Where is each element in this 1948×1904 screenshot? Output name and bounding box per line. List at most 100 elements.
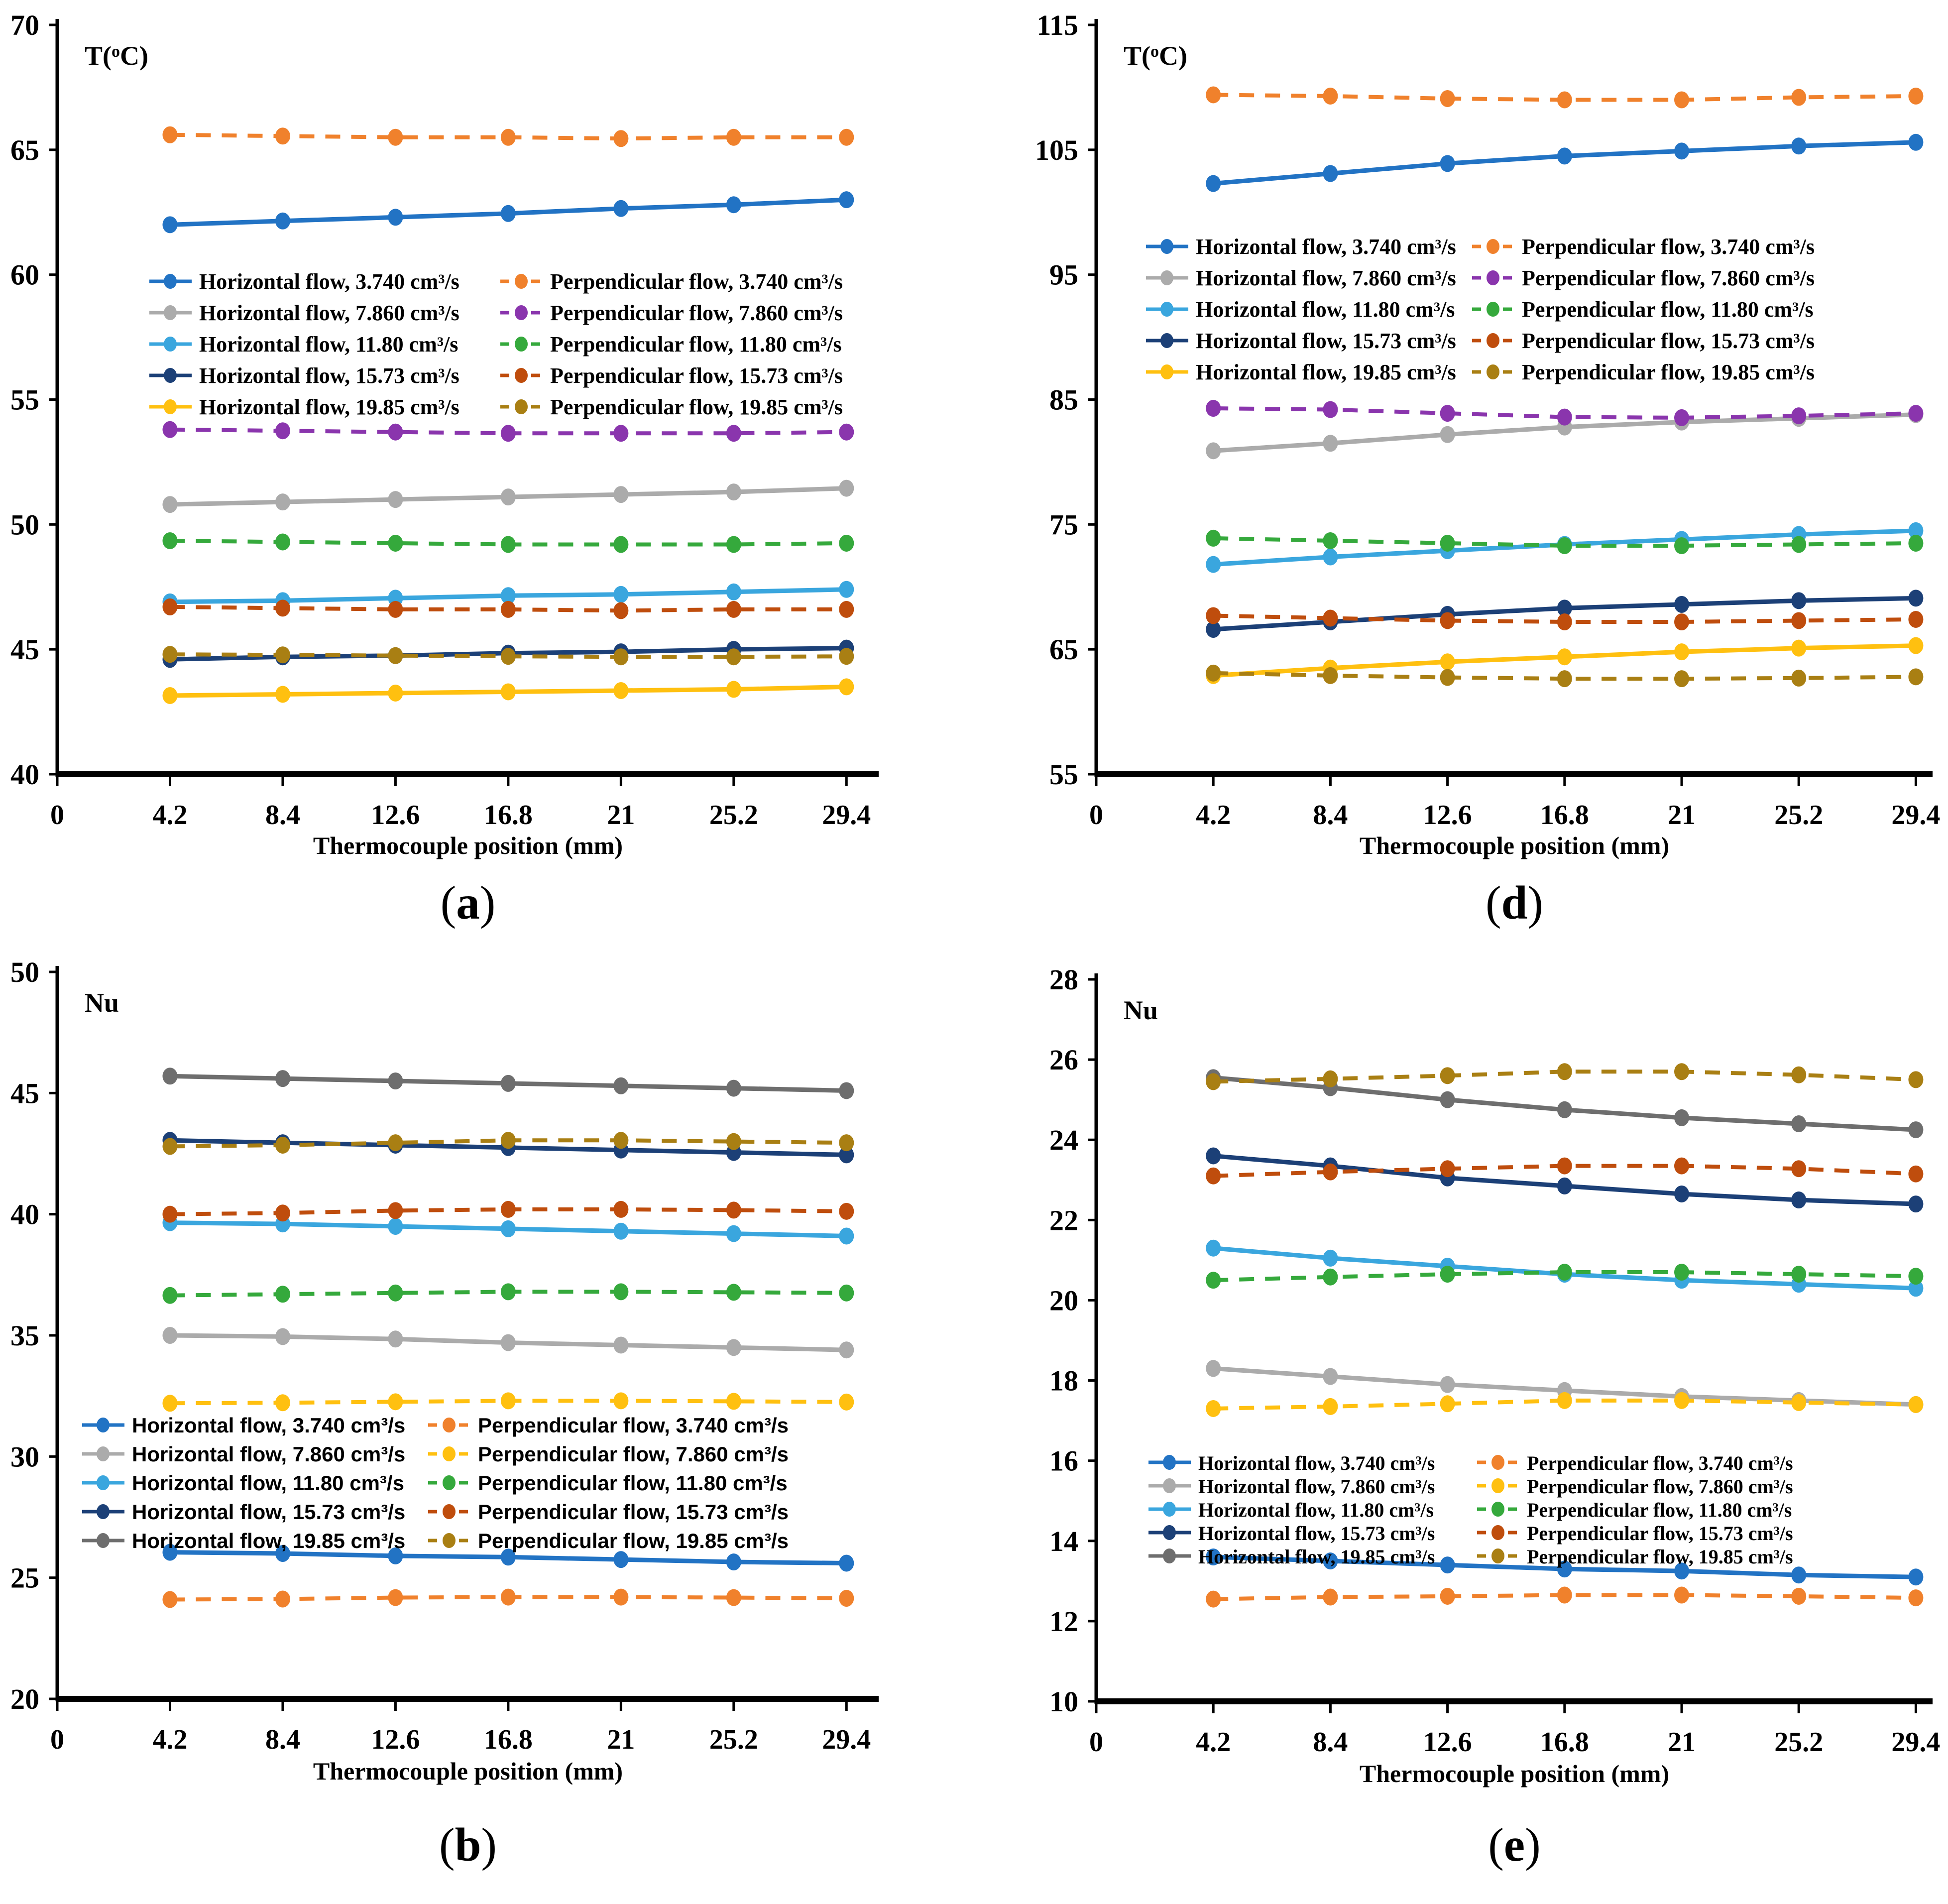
y-tick-label: 16 xyxy=(1049,1445,1078,1477)
legend-label: Horizontal flow, 19.85 cm³/s xyxy=(199,395,459,419)
data-point xyxy=(1323,1368,1338,1385)
data-point xyxy=(1791,1191,1807,1209)
data-point xyxy=(1791,612,1807,629)
data-point xyxy=(275,533,290,551)
data-point xyxy=(1557,1177,1572,1194)
data-point xyxy=(388,600,403,618)
y-tick-label: 55 xyxy=(10,384,39,416)
x-tick-label: 25.2 xyxy=(1774,1727,1823,1758)
axes: 10 12 14 16 18 20 22 24 26 28 0 4.2 8.4 12.6 16.8 21 25.… xyxy=(1049,963,1940,1758)
data-point xyxy=(1323,1249,1338,1267)
y-axis-title: Nu xyxy=(1124,995,1158,1025)
data-point xyxy=(1557,648,1572,666)
x-tick-label: 0 xyxy=(50,800,64,831)
data-point xyxy=(388,1134,403,1152)
data-point xyxy=(1440,1376,1455,1393)
data-point xyxy=(1557,147,1572,165)
data-point xyxy=(1440,426,1455,443)
legend-swatch-marker xyxy=(443,1418,456,1432)
legend-swatch-marker xyxy=(1487,302,1499,317)
y-tick-label: 26 xyxy=(1049,1044,1078,1076)
data-point xyxy=(1440,653,1455,671)
legend-label: Horizontal flow, 15.73 cm³/s xyxy=(132,1500,405,1524)
legend-swatch-marker xyxy=(1160,364,1173,379)
legend-swatch-marker xyxy=(1491,1525,1504,1540)
legend-swatch-marker xyxy=(97,1418,110,1432)
data-point xyxy=(162,598,178,615)
y-tick-label: 14 xyxy=(1049,1525,1078,1557)
data-point xyxy=(1674,1264,1689,1281)
data-point xyxy=(162,1068,178,1085)
data-point xyxy=(1440,1266,1455,1283)
x-tick-label: 21 xyxy=(607,1724,635,1755)
panel-caption: (e) xyxy=(1488,1818,1540,1871)
x-tick-label: 4.2 xyxy=(1196,1727,1231,1758)
data-point xyxy=(726,1133,741,1150)
data-point xyxy=(1791,639,1807,657)
data-point xyxy=(1791,1266,1807,1283)
legend-swatch-marker xyxy=(1163,1502,1176,1517)
x-tick-label: 0 xyxy=(50,1724,64,1755)
data-point xyxy=(500,488,516,506)
data-point xyxy=(726,128,741,146)
data-point xyxy=(613,1588,629,1606)
data-point xyxy=(839,1554,854,1572)
data-point xyxy=(1674,595,1689,613)
data-point xyxy=(162,532,178,549)
data-point xyxy=(1674,1063,1689,1080)
data-point xyxy=(613,602,629,619)
data-point xyxy=(162,496,178,513)
chart-panel-b: 20 25 30 35 40 45 50 0 4.2 8.4 12.6 16.8 21 25.2 29.4 N… xyxy=(10,956,879,1871)
data-point xyxy=(726,583,741,600)
data-point xyxy=(275,493,290,511)
data-point xyxy=(275,212,290,230)
data-point xyxy=(1791,592,1807,609)
data-point xyxy=(726,1284,741,1301)
y-tick-label: 40 xyxy=(10,758,39,791)
x-tick-label: 29.4 xyxy=(822,800,871,831)
data-point xyxy=(613,200,629,217)
legend-label: Horizontal flow, 15.73 cm³/s xyxy=(199,363,459,388)
y-tick-label: 60 xyxy=(10,259,39,291)
data-point xyxy=(1323,1552,1338,1570)
legend-label: Perpendicular flow, 19.85 cm³/s xyxy=(1522,360,1815,384)
data-point xyxy=(162,1395,178,1412)
legend-label: Perpendicular flow, 3.740 cm³/s xyxy=(1522,235,1815,259)
data-point xyxy=(1323,609,1338,627)
legend-label: Horizontal flow, 15.73 cm³/s xyxy=(1196,329,1456,353)
legend-swatch-marker xyxy=(1491,1455,1504,1470)
data-point xyxy=(839,479,854,497)
data-point xyxy=(726,600,741,618)
data-point xyxy=(1908,637,1924,654)
y-tick-label: 40 xyxy=(10,1198,39,1231)
legend: Horizontal flow, 3.740 cm³/s Horizontal f… xyxy=(1146,235,1815,384)
data-point xyxy=(500,600,516,618)
legend-label: Perpendicular flow, 15.73 cm³/s xyxy=(1527,1522,1793,1545)
data-point xyxy=(1440,1091,1455,1108)
data-point xyxy=(1557,599,1572,617)
legend-swatch-marker xyxy=(164,274,177,289)
y-tick-label: 45 xyxy=(10,633,39,666)
data-point xyxy=(839,648,854,665)
legend-label: Perpendicular flow, 7.860 cm³/s xyxy=(1522,266,1815,290)
data-point xyxy=(388,1393,403,1411)
data-point xyxy=(1908,133,1924,151)
data-point xyxy=(1908,1071,1924,1088)
data-point xyxy=(613,536,629,553)
y-tick-label: 105 xyxy=(1035,134,1078,166)
data-point xyxy=(1674,1562,1689,1580)
y-tick-label: 18 xyxy=(1049,1365,1078,1397)
legend-swatch-marker xyxy=(1487,333,1499,348)
data-point xyxy=(1908,590,1924,607)
legend-label: Horizontal flow, 7.860 cm³/s xyxy=(1198,1475,1435,1498)
data-point xyxy=(162,421,178,438)
data-point xyxy=(500,648,516,665)
y-tick-label: 70 xyxy=(10,9,39,41)
legend-swatch-marker xyxy=(1160,302,1173,317)
data-point xyxy=(1206,86,1221,104)
data-point xyxy=(500,536,516,553)
legend-label: Horizontal flow, 15.73 cm³/s xyxy=(1198,1522,1435,1545)
data-point xyxy=(1440,1395,1455,1413)
data-point xyxy=(388,1547,403,1564)
x-tick-label: 8.4 xyxy=(265,800,300,831)
